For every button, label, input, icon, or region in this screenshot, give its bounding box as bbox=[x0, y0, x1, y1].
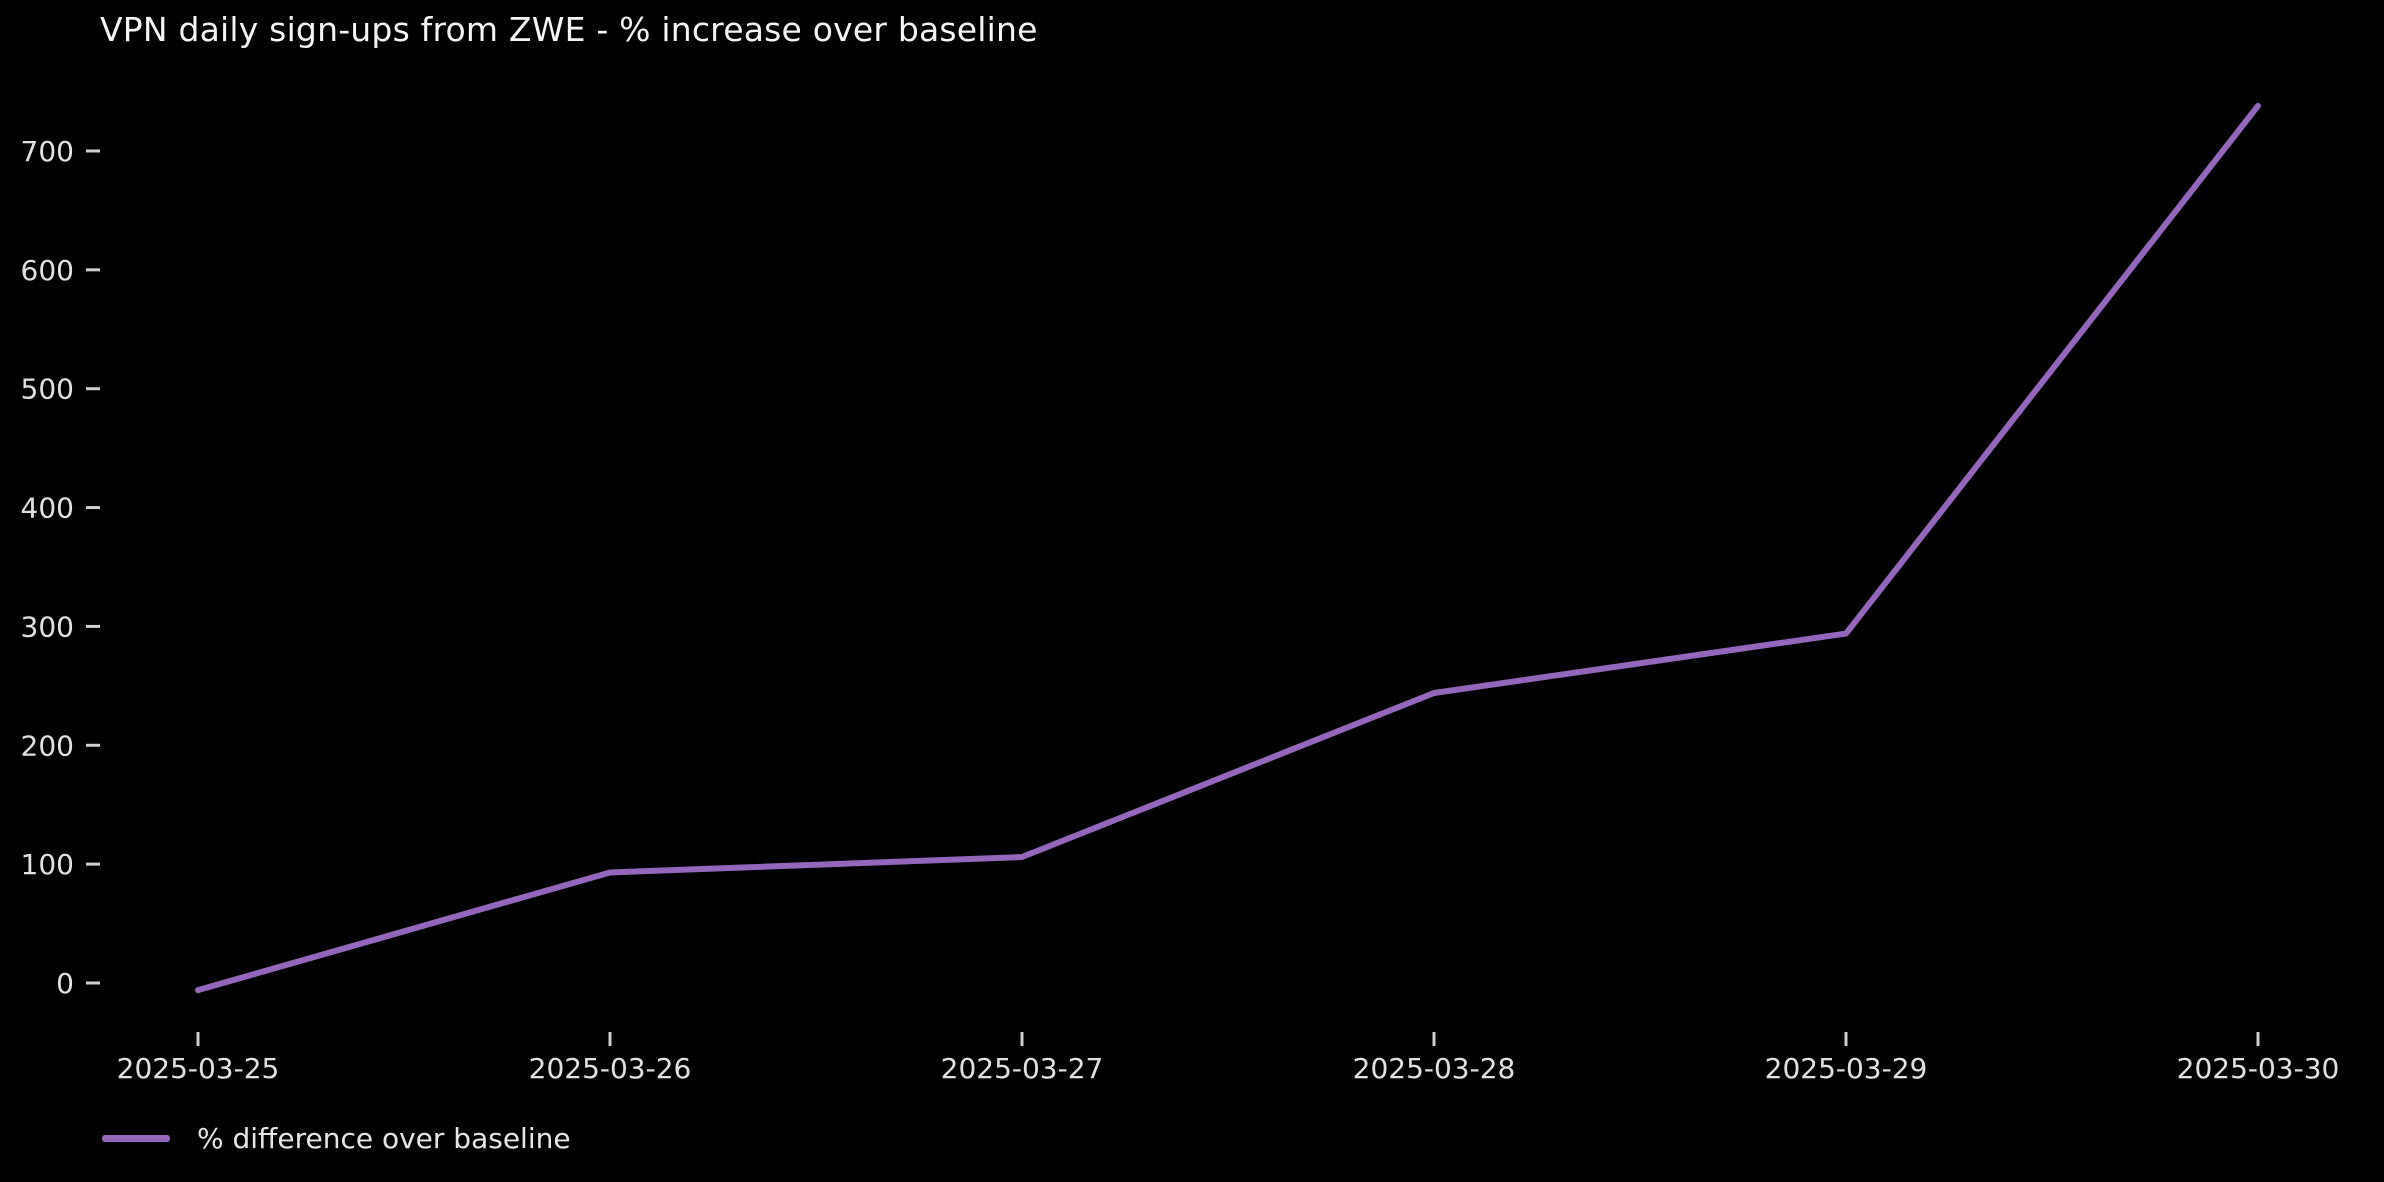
legend-line-swatch bbox=[102, 1135, 170, 1142]
y-tick-label: 200 bbox=[21, 729, 74, 762]
x-tick-label: 2025-03-29 bbox=[1765, 1052, 1928, 1085]
chart-title: VPN daily sign-ups from ZWE - % increase… bbox=[100, 10, 1038, 49]
legend-label: % difference over baseline bbox=[197, 1122, 571, 1155]
x-tick-label: 2025-03-28 bbox=[1353, 1052, 1516, 1085]
legend: % difference over baseline bbox=[102, 1122, 571, 1155]
x-tick-label: 2025-03-30 bbox=[2177, 1052, 2340, 1085]
y-tick-label: 500 bbox=[21, 373, 74, 406]
data-line-percent-difference bbox=[195, 102, 2261, 994]
x-tick-label: 2025-03-27 bbox=[941, 1052, 1104, 1085]
y-tick-label: 600 bbox=[21, 254, 74, 287]
y-tick-label: 700 bbox=[21, 135, 74, 168]
x-tick-label: 2025-03-26 bbox=[529, 1052, 692, 1085]
x-tick-label: 2025-03-25 bbox=[117, 1052, 280, 1085]
y-tick-label: 400 bbox=[21, 492, 74, 525]
y-tick-label: 100 bbox=[21, 848, 74, 881]
y-tick-label: 300 bbox=[21, 610, 74, 643]
y-tick-label: 0 bbox=[56, 967, 74, 1000]
